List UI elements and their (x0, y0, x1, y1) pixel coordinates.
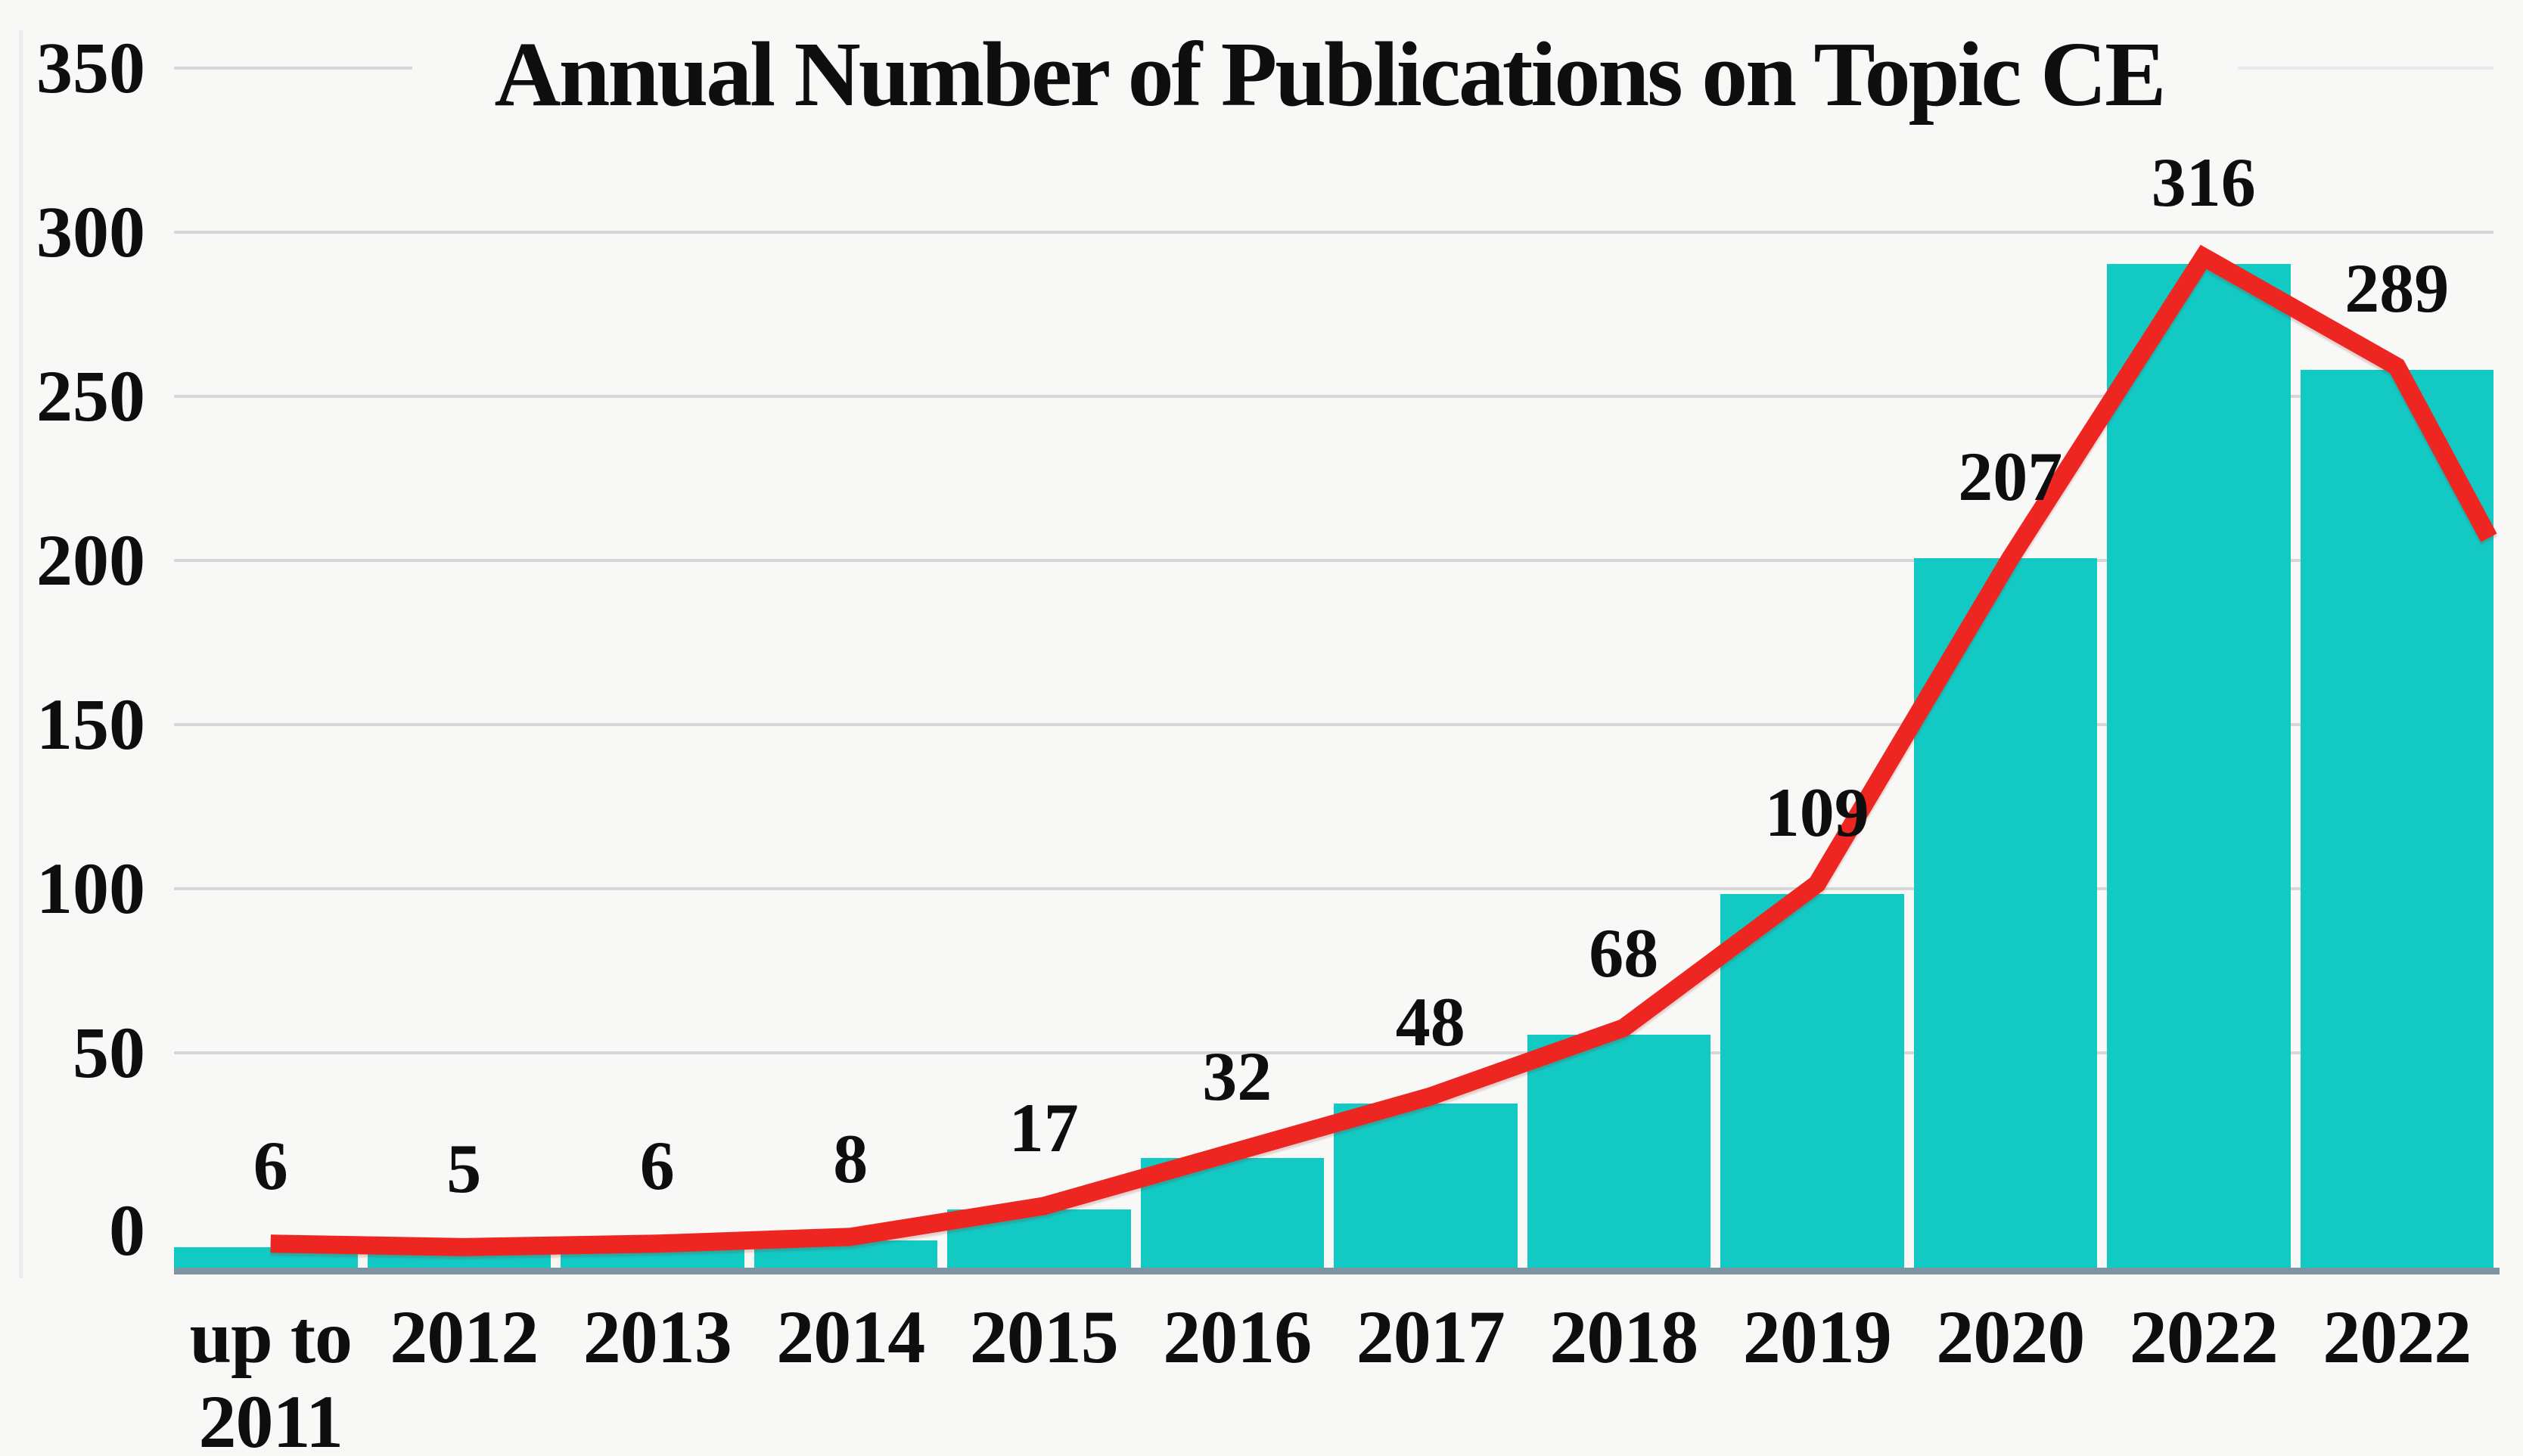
x-axis-tick-label: 2022 (2129, 1295, 2279, 1379)
bar-value-label: 109 (1764, 774, 1869, 852)
x-axis-tick-label: 2015 (969, 1295, 1119, 1379)
left-border-line (19, 30, 23, 1278)
y-axis-tick-label: 250 (36, 355, 145, 436)
y-axis-tick-label: 100 (36, 848, 145, 929)
bar-value-label: 316 (2151, 143, 2256, 221)
y-axis-tick-label: 200 (36, 520, 145, 601)
x-axis-tick-label: 2017 (1356, 1295, 1505, 1379)
bar-value-label: 48 (1395, 983, 1465, 1060)
bar (174, 1246, 358, 1268)
x-axis-baseline (174, 1268, 2500, 1274)
x-axis-tick-label: 2012 (390, 1295, 539, 1379)
bar-value-label: 68 (1589, 914, 1659, 992)
bar (1140, 1158, 1324, 1268)
x-axis-tick-label: 2020 (1936, 1295, 2085, 1379)
chart-title: Annual Number of Publications on Topic C… (494, 23, 2167, 126)
bar-value-label: 8 (833, 1119, 868, 1197)
x-axis-tick-label: 2022 (2323, 1295, 2472, 1379)
x-axis-tick-label: 2013 (583, 1295, 732, 1379)
bar (367, 1250, 551, 1268)
y-axis-tick-label: 50 (73, 1012, 145, 1093)
bar (2107, 263, 2291, 1268)
bar-value-label: 17 (1008, 1088, 1079, 1166)
y-axis-tick-label: 300 (36, 191, 145, 272)
gridline (2238, 67, 2493, 70)
x-axis-tick-label: 2018 (1549, 1295, 1698, 1379)
bar (753, 1240, 937, 1268)
bar-value-label: 32 (1202, 1038, 1272, 1116)
bar (2300, 370, 2493, 1268)
gridline (174, 231, 2493, 234)
bar (947, 1209, 1131, 1268)
gridline (174, 67, 412, 70)
x-axis-tick-label: up to 2011 (189, 1295, 353, 1456)
x-axis-tick-label: 2014 (776, 1295, 925, 1379)
x-axis-tick-label: 2016 (1163, 1295, 1312, 1379)
bar-value-label: 6 (639, 1126, 675, 1204)
y-axis-tick-label: 150 (36, 684, 145, 765)
bar-value-label: 207 (1958, 438, 2063, 516)
bar (1334, 1103, 1518, 1268)
bar-value-label: 6 (253, 1126, 288, 1204)
bar-value-label: 289 (2344, 250, 2450, 328)
y-axis-tick-label: 350 (36, 27, 145, 108)
bar-value-label: 5 (446, 1130, 482, 1208)
bar (1527, 1034, 1710, 1268)
y-axis-tick-label: 0 (109, 1190, 145, 1271)
bar (1913, 558, 2097, 1268)
x-axis-tick-label: 2019 (1742, 1295, 1892, 1379)
bar (561, 1246, 744, 1268)
